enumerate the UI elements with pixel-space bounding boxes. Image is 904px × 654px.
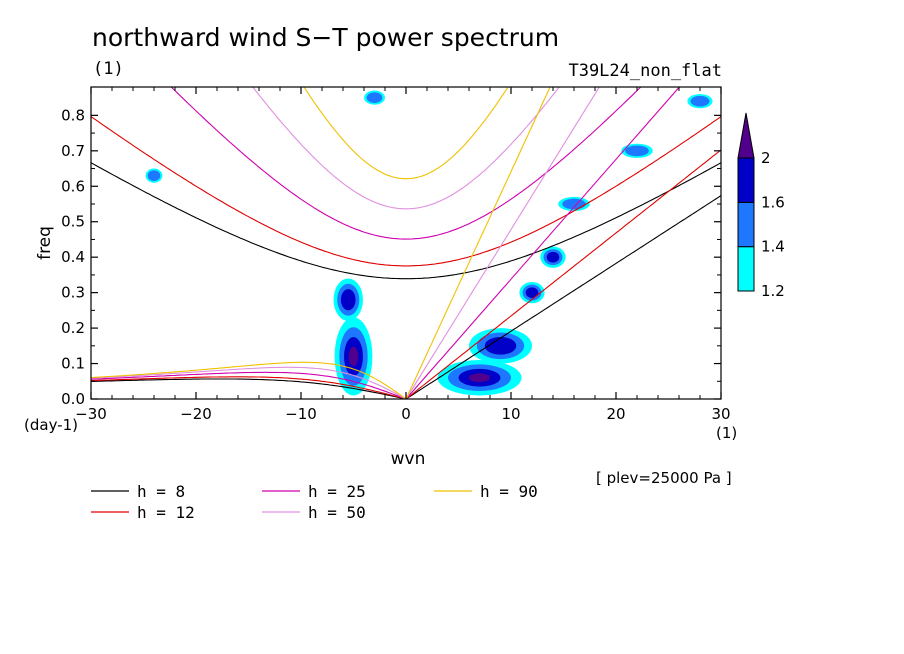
x-tick-label: 20 <box>606 405 625 423</box>
curve-h50-kelvin <box>405 87 600 399</box>
colorbar-label: 1.2 <box>761 282 785 300</box>
dispersion-curves <box>91 87 721 399</box>
contour-blob-4-level-2 <box>525 287 539 298</box>
x-tick-label: −20 <box>180 405 212 423</box>
y-tick-label: 0.3 <box>61 284 85 302</box>
curve-h90-inertia-gravity <box>303 87 509 180</box>
y-tick-label: 0.7 <box>61 142 85 160</box>
legend: h = 8 h = 12 h = 25 h = 50 h = 90 <box>91 482 538 522</box>
subtitle-right: T39L24_non_flat <box>568 61 722 81</box>
x-tick-label: 10 <box>501 405 520 423</box>
y-tick-label: 0.8 <box>61 106 85 124</box>
y-tick-label: 0.2 <box>61 319 85 337</box>
y-tick-label: 0.6 <box>61 177 85 195</box>
y-axis-label: freq <box>35 226 55 260</box>
contour-blob-10-level-1 <box>690 95 710 107</box>
legend-label-h12: h = 12 <box>137 503 195 522</box>
curve-h25-kelvin <box>405 87 681 399</box>
curve-h90-rossby <box>91 361 407 399</box>
contour-blob-5-level-2 <box>546 251 560 263</box>
contour-blob-3-level-2 <box>484 336 517 355</box>
x-axis-label: wvn <box>391 449 426 469</box>
y-tick-label: 0.0 <box>61 390 85 408</box>
power-contours <box>145 90 713 396</box>
colorbar-extend-arrow <box>737 112 755 159</box>
colorbar-label: 2 <box>761 149 771 167</box>
contour-blob-0-level-3 <box>348 346 359 367</box>
curve-h25-rossby <box>91 371 407 399</box>
curve-h8-kelvin <box>405 195 721 399</box>
contour-blob-8-level-1 <box>147 170 161 181</box>
y-unit-label: (day-1) <box>24 416 78 434</box>
legend-label-h90: h = 90 <box>480 482 538 501</box>
y-axis: 0.0 0.1 0.2 0.3 0.4 0.5 0.6 0.7 0.8 <box>61 106 721 408</box>
y-tick-label: 0.1 <box>61 355 85 373</box>
chart-title: northward wind S−T power spectrum <box>92 23 559 52</box>
x-unit-label: (1) <box>716 424 737 442</box>
x-tick-label: −10 <box>285 405 317 423</box>
colorbar-segment <box>737 157 755 203</box>
pressure-level-annotation: [ plev=25000 Pa ] <box>596 469 732 487</box>
colorbar-segment <box>737 246 755 292</box>
contour-blob-2-level-3 <box>469 373 490 383</box>
x-tick-label: 30 <box>711 405 730 423</box>
contour-blob-9-level-1 <box>366 92 383 103</box>
curve-h12-kelvin <box>405 149 721 399</box>
curve-h12-inertia-gravity <box>91 116 721 267</box>
legend-label-h50: h = 50 <box>308 503 366 522</box>
colorbar-label: 1.6 <box>761 193 785 211</box>
x-axis: −30 −20 −10 0 10 20 30 <box>75 87 731 423</box>
contour-blob-7-level-1 <box>625 145 649 157</box>
curve-h50-inertia-gravity <box>252 87 560 210</box>
curve-h50-rossby <box>91 366 407 399</box>
x-tick-label: −30 <box>75 405 107 423</box>
plot-frame <box>90 86 722 400</box>
colorbar: 1.2 1.4 1.6 2 <box>737 112 785 300</box>
legend-label-h8: h = 8 <box>137 482 185 501</box>
colorbar-label: 1.4 <box>761 238 785 256</box>
curve-h8-rossby <box>91 378 407 399</box>
y-tick-label: 0.4 <box>61 248 85 266</box>
x-tick-label: 0 <box>401 405 411 423</box>
contour-blob-1-level-2 <box>340 289 356 311</box>
curve-h25-inertia-gravity <box>170 87 642 240</box>
colorbar-segment <box>737 201 755 248</box>
legend-label-h25: h = 25 <box>308 482 366 501</box>
subtitle-left: (1) <box>93 59 124 79</box>
curve-h8-inertia-gravity <box>91 162 721 280</box>
curve-h12-rossby <box>91 376 407 399</box>
curve-h90-kelvin <box>405 87 551 399</box>
y-tick-label: 0.5 <box>61 213 85 231</box>
